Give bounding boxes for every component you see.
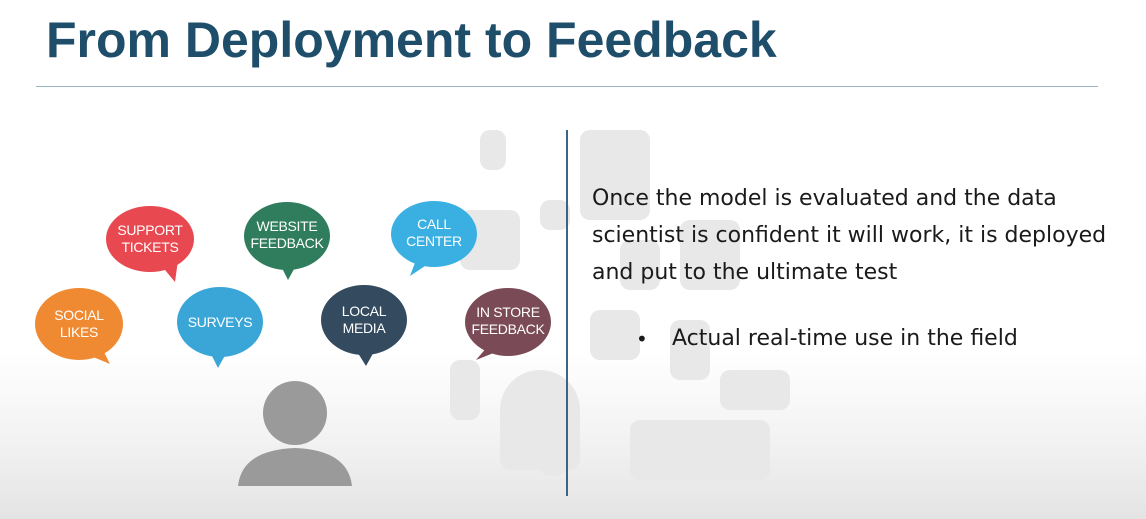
slide-body-text: Once the model is evaluated and the data… — [592, 186, 1107, 285]
support-tickets-bubble — [106, 206, 194, 282]
social-likes-label: SOCIAL LIKES — [54, 307, 104, 340]
call-center-label: CALL CENTER — [406, 216, 462, 249]
website-feedback-label: WEBSITE FEEDBACK — [250, 218, 324, 251]
surveys-label: SURVEYS — [187, 314, 253, 330]
local-media-bubble — [321, 285, 407, 366]
in-store-feedback-label: IN STORE FEEDBACK — [471, 304, 545, 337]
in-store-feedback-bubble — [465, 288, 551, 360]
call-center-bubble — [391, 201, 477, 276]
title-rule — [36, 86, 1098, 87]
website-feedback-bubble — [244, 202, 330, 280]
slide-title: From Deployment to Feedback — [46, 12, 777, 68]
support-tickets-label: SUPPORT TICKETS — [117, 222, 183, 255]
bullet-text: Actual real-time use in the field — [672, 326, 1018, 351]
feedback-bubbles — [35, 201, 551, 368]
bullet-item: • Actual real-time use in the field — [636, 326, 1018, 351]
surveys-bubble — [177, 287, 263, 368]
bullet-dot-icon: • — [636, 326, 648, 351]
local-media-label: LOCAL MEDIA — [341, 303, 387, 336]
column-divider — [566, 130, 568, 496]
person-icon — [238, 381, 352, 486]
social-likes-bubble — [35, 288, 123, 364]
